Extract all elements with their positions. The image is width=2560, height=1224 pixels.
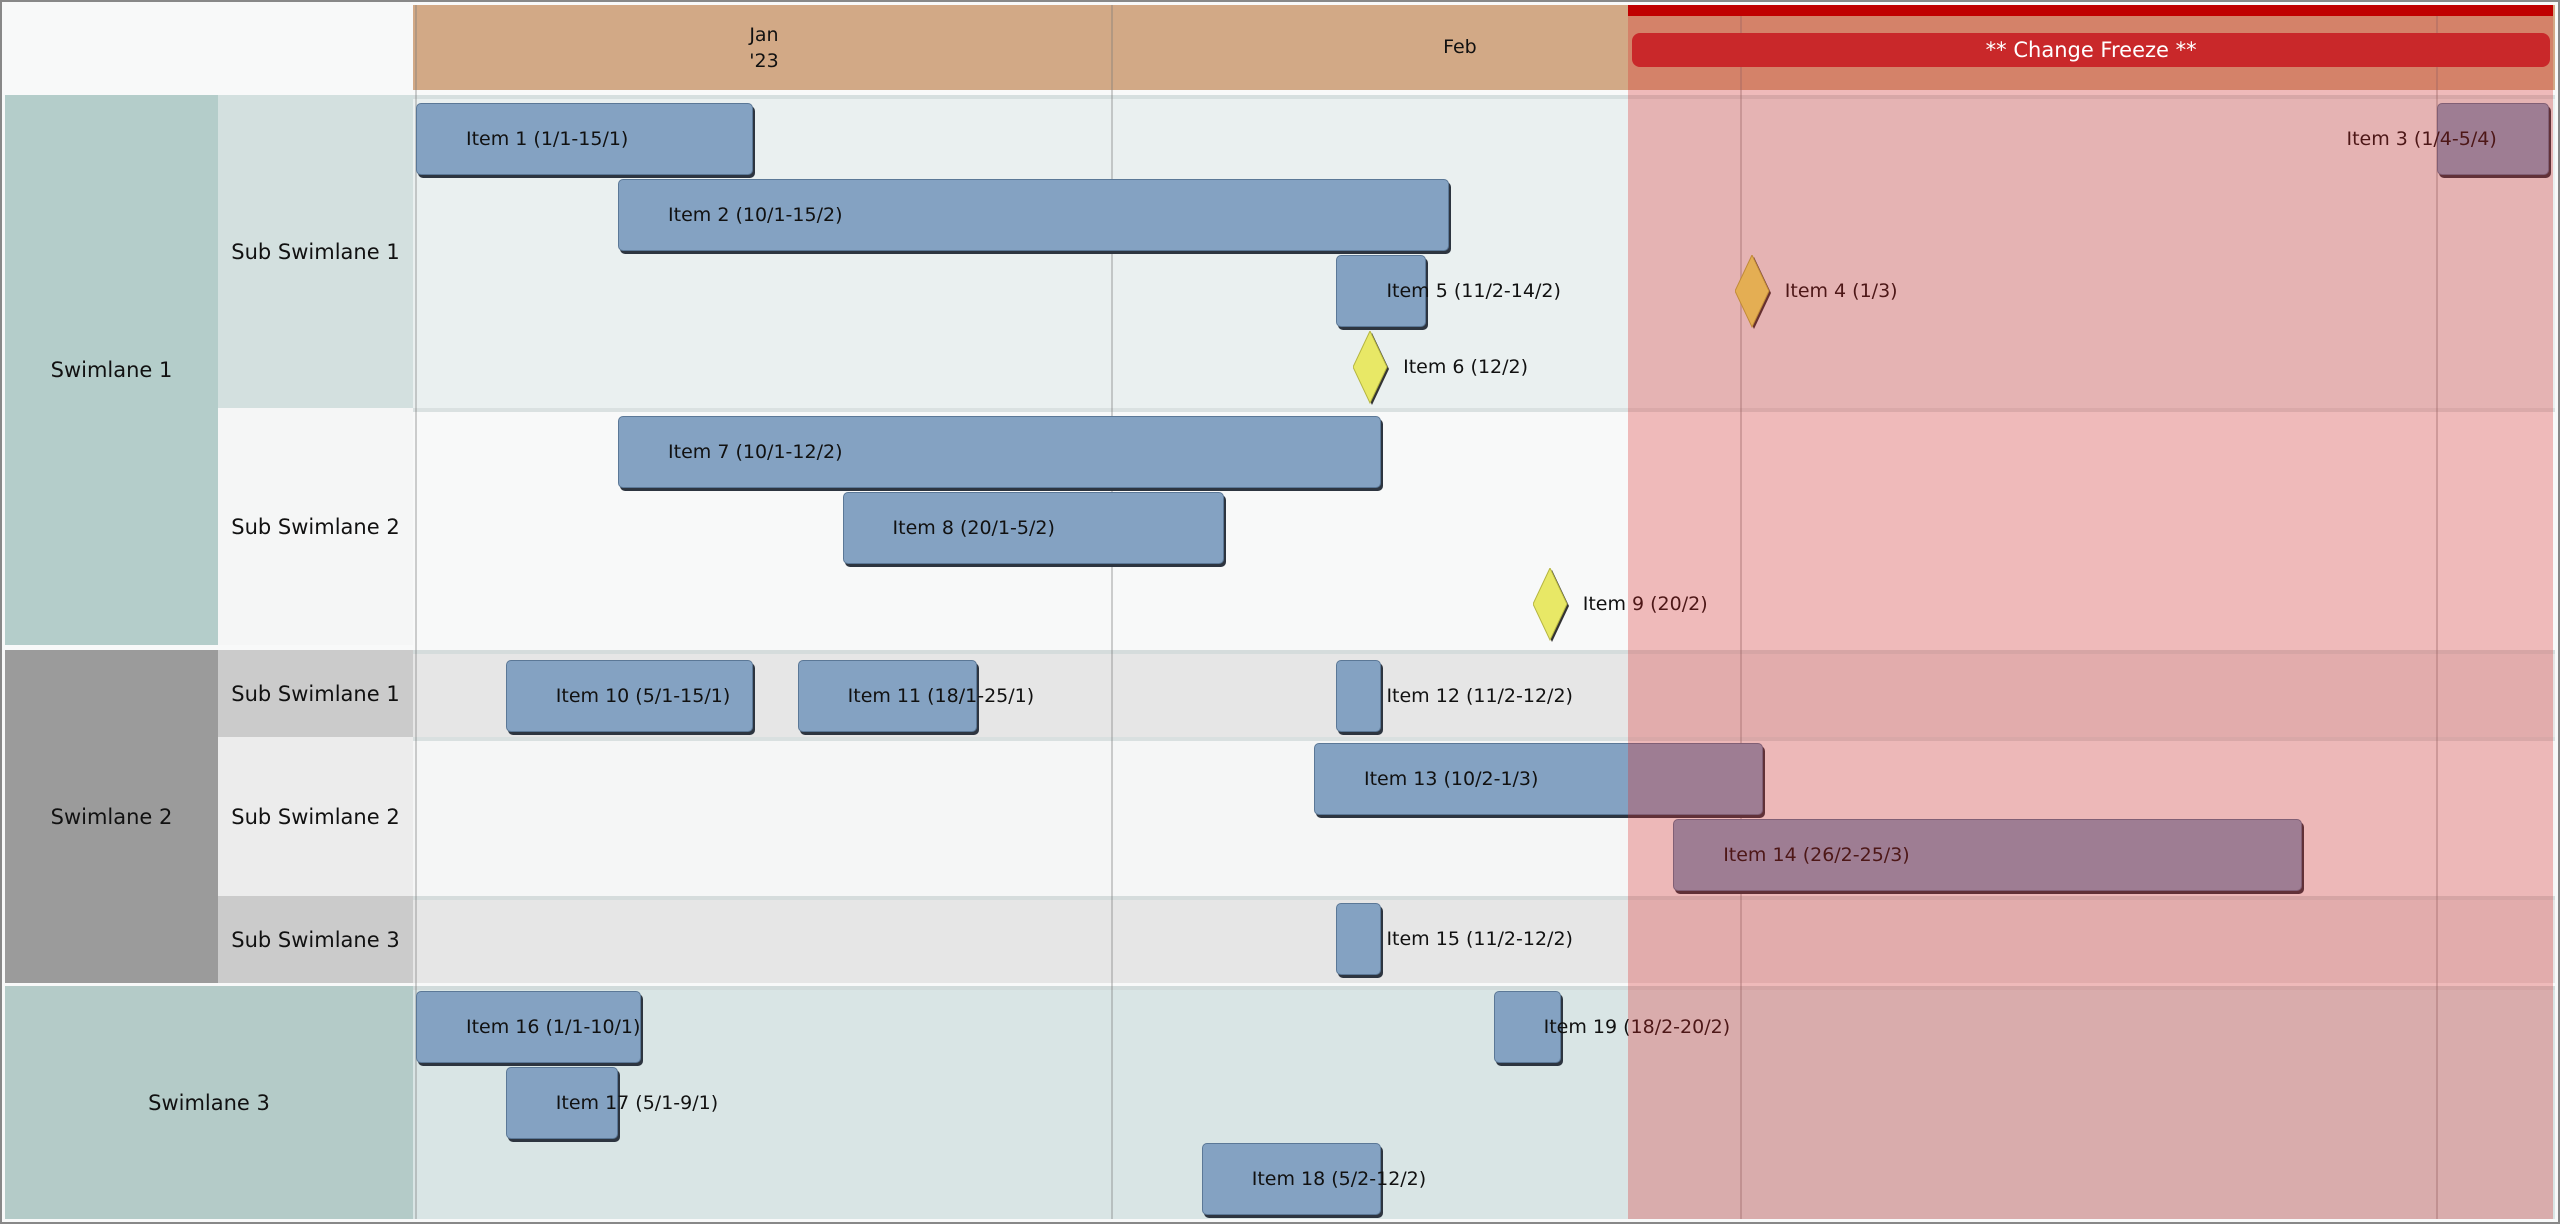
sublane-row	[413, 650, 2555, 737]
milestone-diamond-icon[interactable]	[1734, 253, 1771, 329]
month-name: Jan	[749, 24, 779, 46]
task-bar[interactable]	[1336, 903, 1382, 975]
change-freeze-banner[interactable]: ** Change Freeze **	[1632, 33, 2550, 67]
swimlane-label: Swimlane 1	[5, 95, 218, 645]
task-bar[interactable]	[797, 660, 978, 732]
task-label: Item 12 (11/2-12/2)	[1386, 685, 1573, 707]
change-freeze-overlay	[1628, 5, 2553, 1219]
change-freeze-top-band	[1628, 5, 2553, 16]
task-bar[interactable]	[1201, 1143, 1382, 1215]
task-bar[interactable]	[842, 492, 1225, 564]
task-label: Item 8 (20/1-5/2)	[892, 517, 1055, 539]
task-label: Item 17 (5/1-9/1)	[555, 1092, 719, 1114]
milestone-diamond-icon[interactable]	[1532, 566, 1569, 642]
task-bar[interactable]	[2436, 103, 2549, 175]
sublane-row	[413, 986, 2555, 1219]
task-label: Item 3 (1/4-5/4)	[2346, 128, 2497, 150]
sublane-row	[413, 95, 2555, 408]
task-bar[interactable]	[618, 179, 1449, 251]
swimlane-label: Swimlane 3	[5, 986, 413, 1219]
task-label: Item 18 (5/2-12/2)	[1251, 1168, 1427, 1190]
task-bar[interactable]	[1493, 991, 1561, 1063]
task-label: Item 7 (10/1-12/2)	[668, 441, 843, 463]
month-label: Jan '23	[714, 22, 814, 74]
milestone-diamond-icon[interactable]	[1352, 329, 1390, 405]
task-label: Item 16 (1/1-10/1)	[466, 1016, 641, 1038]
task-bar[interactable]	[1314, 743, 1763, 815]
task-label: Item 13 (10/2-1/3)	[1364, 768, 1539, 790]
task-bar[interactable]	[618, 416, 1382, 488]
task-label: Item 11 (18/1-25/1)	[847, 685, 1035, 707]
month-gridline	[415, 5, 417, 1219]
task-label: Item 14 (26/2-25/3)	[1723, 844, 1910, 866]
task-bar[interactable]	[505, 660, 753, 732]
milestone-label: Item 4 (1/3)	[1784, 280, 1898, 302]
task-bar[interactable]	[416, 103, 753, 175]
month-label: Feb	[1410, 34, 1510, 60]
task-bar[interactable]	[505, 1067, 619, 1139]
sublane-label: Sub Swimlane 1	[218, 95, 413, 408]
task-label: Item 15 (11/2-12/2)	[1386, 928, 1573, 950]
month-gridline	[1739, 5, 1742, 1219]
task-label: Item 19 (18/2-20/2)	[1543, 1016, 1731, 1038]
task-bar[interactable]	[1673, 819, 2302, 891]
task-label: Item 1 (1/1-15/1)	[466, 128, 629, 150]
sublane-label: Sub Swimlane 2	[218, 737, 413, 896]
month-gridline	[1110, 5, 1113, 1219]
month-year: '23	[749, 50, 779, 72]
month-name: Feb	[1443, 36, 1477, 58]
milestone-label: Item 6 (12/2)	[1403, 356, 1529, 378]
task-bar[interactable]	[1336, 660, 1382, 732]
task-label: Item 2 (10/1-15/2)	[668, 204, 843, 226]
month-gridline	[2435, 5, 2438, 1219]
swimlane-label: Swimlane 2	[5, 650, 218, 983]
sublane-label: Sub Swimlane 3	[218, 896, 413, 983]
sublane-label: Sub Swimlane 1	[218, 650, 413, 737]
task-bar[interactable]	[1336, 255, 1427, 327]
task-label: Item 10 (5/1-15/1)	[555, 685, 731, 707]
sublane-row	[413, 896, 2555, 983]
sublane-label: Sub Swimlane 2	[218, 408, 413, 645]
task-label: Item 5 (11/2-14/2)	[1386, 280, 1561, 302]
milestone-label: Item 9 (20/2)	[1582, 593, 1708, 615]
task-bar[interactable]	[416, 991, 641, 1063]
